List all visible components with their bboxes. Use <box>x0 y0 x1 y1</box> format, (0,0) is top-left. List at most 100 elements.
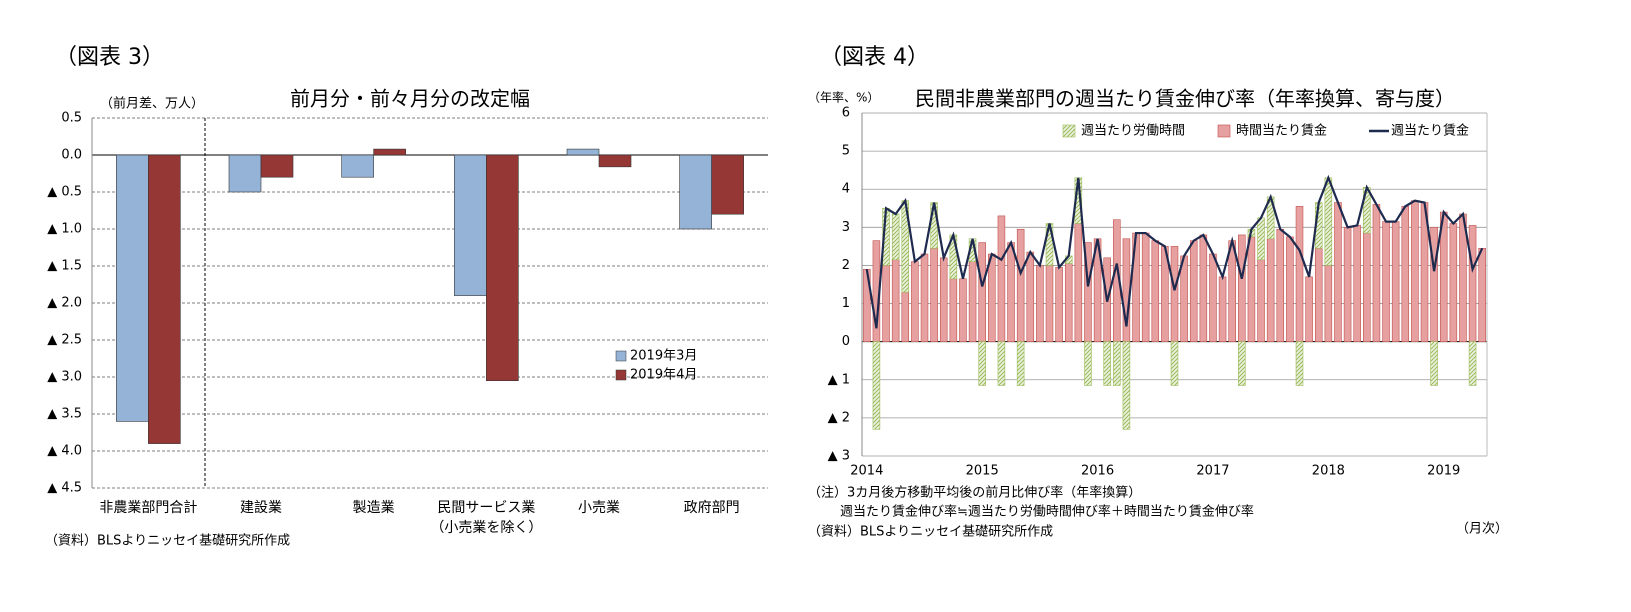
bar <box>1122 341 1131 430</box>
figure-label: （図表 3） <box>55 45 164 70</box>
bar <box>1247 236 1256 342</box>
bar <box>1449 223 1458 342</box>
bar <box>1007 242 1015 342</box>
x-tick-label: 2018 <box>1312 464 1345 479</box>
y-tick-label: ▲ 3.5 <box>47 407 82 422</box>
y-tick-label: 2 <box>842 258 850 273</box>
x-tick-label: 小売業 <box>578 500 620 516</box>
bar <box>1257 259 1265 342</box>
bar <box>1324 265 1333 342</box>
bar <box>679 154 712 230</box>
bar <box>1170 246 1179 342</box>
bar <box>1180 255 1188 342</box>
bar <box>1468 341 1477 386</box>
y-tick-label: 0.0 <box>61 148 82 163</box>
bar <box>911 261 919 342</box>
bar <box>1257 217 1265 261</box>
bar <box>486 154 519 381</box>
chart-title: 民間非農業部門の週当たり賃金伸び率（年率換算、寄与度） <box>915 87 1455 111</box>
bar <box>968 261 977 342</box>
bar <box>1016 341 1025 386</box>
bar <box>882 265 890 342</box>
bar <box>260 154 294 178</box>
legend-swatch <box>1062 124 1076 138</box>
bar <box>930 247 938 342</box>
note: 週当たり賃金伸び率≒週当たり労働時間伸び率＋時間当たり賃金伸び率 <box>840 504 1254 520</box>
x-tick-label: 民間サービス業 （小売業を除く） <box>430 500 543 536</box>
bar <box>959 278 967 342</box>
legend-label: 週当たり労働時間 <box>1081 124 1185 139</box>
y-tick-label: ▲ 3.0 <box>47 370 82 385</box>
y-tick-label: 1 <box>842 296 850 311</box>
bar <box>1209 253 1217 342</box>
x-tick-label: 政府部門 <box>683 500 740 516</box>
bar <box>598 154 632 168</box>
bar <box>1411 200 1419 342</box>
bar <box>1084 341 1092 386</box>
bar <box>1295 341 1304 386</box>
y-tick-label: ▲ 2.0 <box>47 296 82 311</box>
bar <box>1189 240 1198 342</box>
bar <box>1334 202 1342 342</box>
x-tick-label: 建設業 <box>240 500 282 516</box>
legend-swatch <box>1217 124 1231 138</box>
bar <box>949 278 958 342</box>
bar <box>1430 341 1438 386</box>
bar <box>939 257 948 342</box>
y-tick-label: 0 <box>842 334 850 349</box>
bar <box>1430 227 1438 342</box>
legend-label: 2019年4月 <box>630 368 697 383</box>
bar <box>997 341 1006 386</box>
y-tick-label: ▲ 4.5 <box>47 481 82 496</box>
y-axis-label: （前月差、万人） <box>100 96 204 112</box>
bar <box>1372 204 1381 342</box>
figure-label: （図表 4） <box>820 45 929 70</box>
y-tick-label: ▲ 1.5 <box>47 259 82 274</box>
legend-swatch <box>615 350 627 362</box>
bar <box>891 213 900 261</box>
bar <box>1026 251 1035 342</box>
bar <box>1391 221 1400 342</box>
x-tick-label: 2016 <box>1081 464 1114 479</box>
legend-label: 2019年3月 <box>630 349 697 364</box>
bar <box>1074 223 1083 342</box>
x-tick-label: 2014 <box>850 464 883 479</box>
bar <box>566 148 600 156</box>
y-axis-label: （年率、%） <box>808 90 879 105</box>
x-tick-label: 2019 <box>1427 464 1460 479</box>
bar <box>228 154 262 193</box>
bar <box>1036 265 1044 342</box>
bar <box>1401 206 1410 342</box>
bar <box>1218 276 1227 342</box>
bar <box>1055 267 1063 342</box>
bar <box>1141 232 1150 342</box>
bar <box>1199 234 1208 342</box>
line <box>865 174 1484 329</box>
bar <box>373 148 406 156</box>
bar <box>997 215 1006 342</box>
bar <box>978 242 986 342</box>
y-tick-label: 0.5 <box>61 111 82 126</box>
y-tick-label: 3 <box>842 220 850 235</box>
chart-title: 前月分・前々月分の改定幅 <box>290 87 530 111</box>
bar <box>1478 247 1486 342</box>
y-tick-label: ▲ 1 <box>828 372 850 387</box>
x-tick-label: 製造業 <box>352 500 395 516</box>
y-tick-label: 5 <box>842 144 850 159</box>
bar <box>148 154 181 444</box>
y-tick-label: ▲ 1.0 <box>47 222 82 237</box>
bar <box>341 154 374 178</box>
bar <box>1103 341 1111 386</box>
bar <box>978 341 986 386</box>
y-tick-label: 4 <box>842 182 850 197</box>
bar <box>1045 265 1054 342</box>
bar <box>901 291 910 342</box>
bar <box>1382 221 1390 342</box>
bar <box>1238 234 1246 342</box>
bar <box>988 253 996 342</box>
x-tick-label: 2017 <box>1196 464 1229 479</box>
note: （注）3カ月後方移動平均後の前月比伸び率（年率換算） <box>808 485 1141 501</box>
y-tick-label: 6 <box>842 106 850 121</box>
bar <box>1266 238 1275 342</box>
